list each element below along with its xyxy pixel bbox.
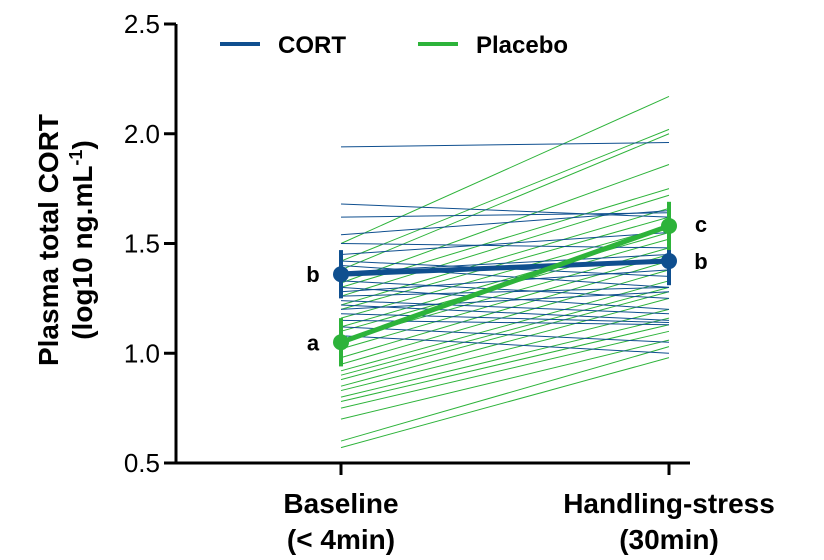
individual-line-placebo (340, 330, 670, 409)
legend-label-cort: CORT (278, 32, 346, 59)
mean-point-cort (661, 253, 677, 270)
individual-line-placebo (340, 357, 670, 449)
individual-line-cort (340, 253, 670, 273)
individual-line-placebo (340, 269, 670, 365)
individual-line-cort (340, 326, 670, 343)
individual-line-placebo (340, 297, 670, 387)
individual-line-cort (340, 313, 670, 324)
individual-line-placebo (340, 260, 670, 359)
individual-line-placebo (340, 317, 670, 398)
x-tick-label: Baseline (< 4min) (283, 488, 398, 555)
x-ticks: Baseline (< 4min) Handling-stress (30min) (283, 463, 775, 555)
individual-line-cort (340, 269, 670, 293)
individual-line-placebo (340, 95, 670, 244)
individual-line-placebo (340, 291, 670, 381)
y-tick-label: 1.5 (124, 229, 160, 259)
x-tick-label: Handling-stress (30min) (563, 488, 775, 555)
individual-line-cort (340, 304, 670, 321)
mean-point-placebo (333, 334, 349, 351)
significance-label-cort: b (694, 249, 707, 274)
mean-lines (333, 201, 677, 367)
significance-label-cort: b (306, 262, 319, 287)
y-tick-label: 2.5 (124, 9, 160, 39)
individual-line-placebo (340, 232, 670, 328)
individual-line-placebo (340, 133, 670, 271)
mean-point-cort (333, 266, 349, 283)
mean-point-placebo (661, 217, 677, 234)
individual-line-placebo (340, 324, 670, 403)
legend-label-placebo: Placebo (476, 32, 568, 59)
legend: CORT Placebo (220, 32, 568, 59)
significance-label-placebo: a (307, 330, 320, 355)
individual-line-cort (340, 300, 670, 315)
y-ticks: 0.5 1.0 1.5 2.0 2.5 (124, 9, 176, 478)
individual-line-cort (340, 280, 670, 299)
individual-line-placebo (340, 286, 670, 376)
individual-line-cort (340, 286, 670, 310)
individual-line-cort (340, 286, 670, 297)
significance-label-placebo: c (695, 212, 707, 237)
y-tick-label: 0.5 (124, 448, 160, 478)
individual-line-placebo (340, 128, 670, 262)
individual-line-placebo (340, 308, 670, 392)
individual-line-cort (340, 212, 670, 218)
individual-line-cort (340, 335, 670, 354)
mean-line-placebo (340, 223, 670, 345)
individual-line-cort (340, 142, 670, 148)
individual-line-placebo (340, 253, 670, 350)
mean-line-cort (340, 258, 670, 277)
y-tick-label: 2.0 (124, 119, 160, 149)
individual-line-placebo (340, 339, 670, 420)
individual-line-cort (340, 232, 670, 255)
y-tick-label: 1.0 (124, 338, 160, 368)
individual-line-placebo (340, 346, 670, 442)
individual-line-cort (340, 210, 670, 236)
individual-line-cort (340, 291, 670, 310)
significance-labels: b b a c (306, 212, 707, 355)
individual-line-placebo (340, 207, 670, 306)
y-axis-label: Plasma total CORT (log10 ng.mL-1) (33, 114, 98, 366)
